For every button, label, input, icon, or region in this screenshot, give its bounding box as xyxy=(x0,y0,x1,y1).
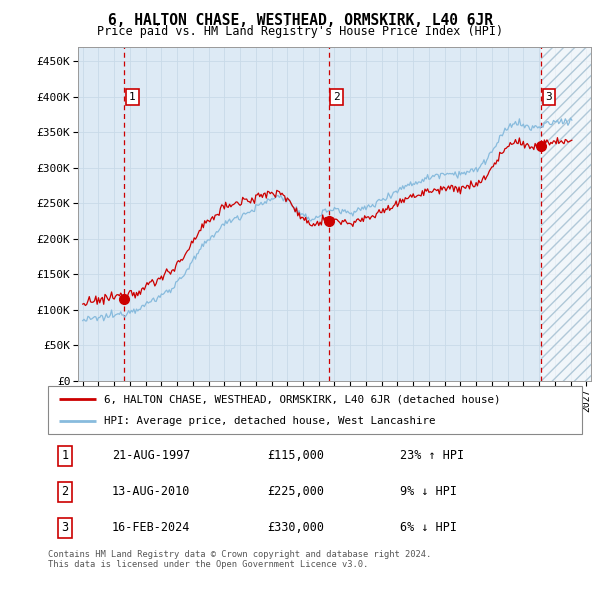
Text: 2: 2 xyxy=(333,92,340,102)
Text: £225,000: £225,000 xyxy=(267,486,324,499)
Text: £115,000: £115,000 xyxy=(267,450,324,463)
Text: 16-FEB-2024: 16-FEB-2024 xyxy=(112,522,190,535)
Text: HPI: Average price, detached house, West Lancashire: HPI: Average price, detached house, West… xyxy=(104,416,436,426)
Text: 2: 2 xyxy=(62,486,68,499)
Text: 23% ↑ HPI: 23% ↑ HPI xyxy=(400,450,464,463)
Text: 6% ↓ HPI: 6% ↓ HPI xyxy=(400,522,457,535)
Text: 13-AUG-2010: 13-AUG-2010 xyxy=(112,486,190,499)
Text: Contains HM Land Registry data © Crown copyright and database right 2024.
This d: Contains HM Land Registry data © Crown c… xyxy=(48,550,431,569)
Text: 3: 3 xyxy=(545,92,553,102)
Text: 21-AUG-1997: 21-AUG-1997 xyxy=(112,450,190,463)
Text: 1: 1 xyxy=(129,92,136,102)
Text: 6, HALTON CHASE, WESTHEAD, ORMSKIRK, L40 6JR: 6, HALTON CHASE, WESTHEAD, ORMSKIRK, L40… xyxy=(107,13,493,28)
Text: 3: 3 xyxy=(62,522,68,535)
Text: £330,000: £330,000 xyxy=(267,522,324,535)
Text: 6, HALTON CHASE, WESTHEAD, ORMSKIRK, L40 6JR (detached house): 6, HALTON CHASE, WESTHEAD, ORMSKIRK, L40… xyxy=(104,394,500,404)
Text: 1: 1 xyxy=(62,450,68,463)
Text: 9% ↓ HPI: 9% ↓ HPI xyxy=(400,486,457,499)
Text: Price paid vs. HM Land Registry's House Price Index (HPI): Price paid vs. HM Land Registry's House … xyxy=(97,25,503,38)
